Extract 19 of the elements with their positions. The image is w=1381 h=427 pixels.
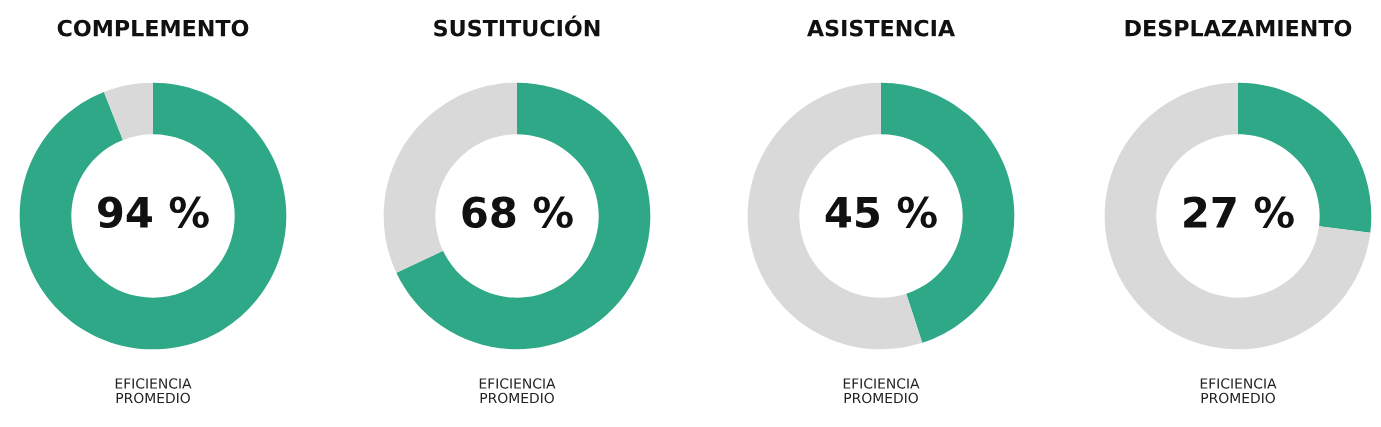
text: EFICIENCIA PROMEDIO (115, 378, 192, 404)
chart-title: ASISTENCIA (807, 19, 955, 37)
donut-slice (396, 82, 651, 350)
text: EFICIENCIA PROMEDIO (1200, 378, 1277, 404)
data-label: 68 % (462, 196, 573, 229)
chart-title: DESPLAZAMIENTO (1125, 19, 1352, 37)
donut-slice (881, 82, 1015, 343)
donut-slice (1238, 82, 1372, 233)
chart-title: COMPLEMENTO (57, 19, 249, 37)
data-label: 27 % (1184, 196, 1294, 229)
data-label: 94 % (98, 196, 209, 229)
donut-slice (19, 82, 287, 350)
text: EFICIENCIA PROMEDIO (479, 378, 556, 404)
donut-slice (1104, 82, 1371, 350)
data-label: 45 % (825, 196, 937, 229)
chart-title: SUSTITUCIÓN (434, 15, 600, 37)
donut-slice (383, 82, 517, 273)
donut-slice (103, 82, 153, 141)
text: EFICIENCIA PROMEDIO (843, 378, 920, 404)
